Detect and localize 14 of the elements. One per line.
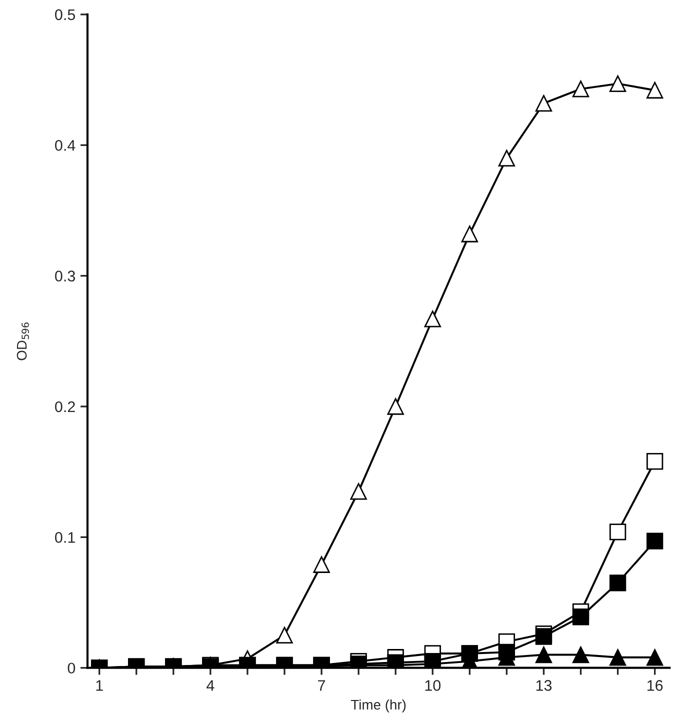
x-tick-label: 13 bbox=[536, 680, 552, 691]
y-tick-label: 0.3 bbox=[55, 270, 76, 282]
y-tick-label: 0.4 bbox=[55, 140, 76, 151]
y-tick-label: 0.2 bbox=[55, 401, 75, 412]
y-tick-label: 0 bbox=[68, 662, 76, 674]
x-tick-label: 4 bbox=[206, 680, 214, 691]
y-axis-title: OD$_{596}$ bbox=[16, 322, 29, 360]
y-tick-label: 0.1 bbox=[55, 532, 75, 543]
x-tick-label: 1 bbox=[96, 680, 103, 691]
x-axis-title: Time (hr) bbox=[350, 699, 406, 712]
y-tick-label: 0.5 bbox=[55, 9, 76, 20]
x-tick-label: 10 bbox=[425, 680, 441, 691]
x-tick-label: 16 bbox=[647, 680, 663, 691]
x-tick-label: 7 bbox=[318, 680, 326, 691]
